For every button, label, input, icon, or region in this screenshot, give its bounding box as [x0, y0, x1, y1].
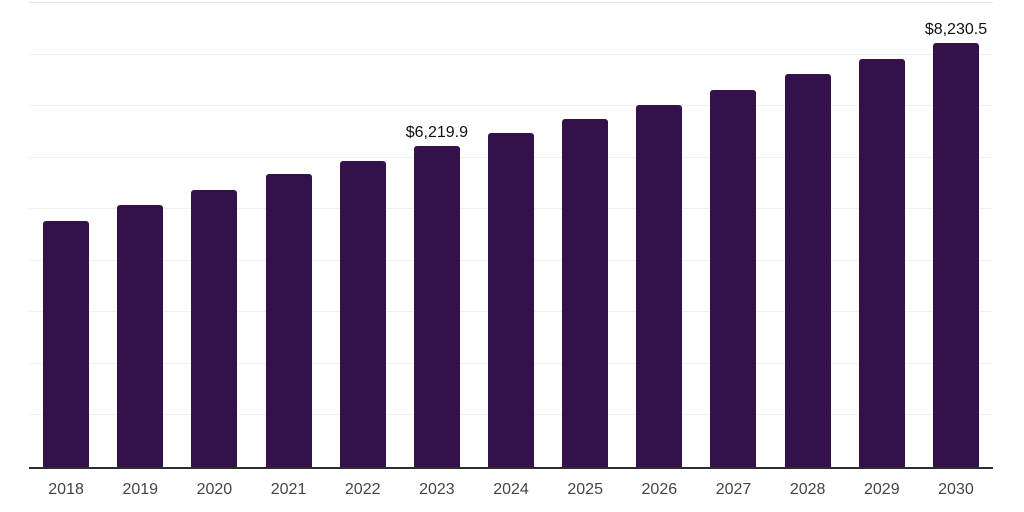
- x-tick-2029: 2029: [864, 481, 900, 498]
- bar-2022[interactable]: [339, 161, 386, 467]
- x-tick-2020: 2020: [196, 481, 233, 498]
- plot-area: $6,219.9 $8,230.5: [29, 2, 993, 469]
- bar-2023[interactable]: [413, 146, 460, 467]
- x-tick-2024: 2024: [493, 481, 529, 498]
- bar-band-2027: [696, 3, 770, 467]
- bar-2026[interactable]: [636, 105, 683, 467]
- bar-band-2024: [474, 3, 548, 467]
- bar-2019[interactable]: [117, 204, 164, 467]
- bar-band-2026: [622, 3, 696, 467]
- gridline-8000: [29, 53, 993, 55]
- bar-2020[interactable]: [191, 190, 238, 467]
- bar-band-2019: [103, 3, 177, 467]
- bar-2025[interactable]: [562, 119, 609, 467]
- bar-band-2030: $8,230.5: [919, 3, 993, 467]
- bar-band-2023: $6,219.9: [400, 3, 474, 467]
- bar-2027[interactable]: [710, 90, 757, 467]
- x-tick-2025: 2025: [567, 481, 603, 498]
- x-tick-2026: 2026: [641, 481, 678, 498]
- bar-band-2018: [29, 3, 103, 467]
- bar-band-2020: [177, 3, 251, 467]
- bar-value-label-2030: $8,230.5: [924, 20, 988, 38]
- bar-band-2022: [326, 3, 400, 467]
- bar-2030[interactable]: [932, 42, 979, 467]
- bar-2024[interactable]: [488, 133, 535, 467]
- x-tick-2023: 2023: [419, 481, 455, 498]
- x-tick-2030: 2030: [938, 481, 974, 498]
- bar-value-label-2023: $6,219.9: [405, 124, 468, 142]
- bars-row: $6,219.9 $8,230.5: [29, 3, 993, 467]
- x-tick-2028: 2028: [789, 481, 826, 498]
- bar-2018[interactable]: [43, 220, 90, 467]
- bar-band-2025: [548, 3, 622, 467]
- x-tick-2022: 2022: [344, 481, 381, 498]
- bar-band-2028: [771, 3, 845, 467]
- bar-2021[interactable]: [265, 174, 312, 467]
- bar-2029[interactable]: [858, 58, 905, 467]
- x-tick-2019: 2019: [122, 481, 159, 498]
- bar-2028[interactable]: [784, 73, 831, 467]
- x-axis-line: [29, 467, 993, 469]
- x-axis-tick-labels: 2018 2019 2020 2021 2022 2023 2024 2025 2026 2027…: [29, 481, 993, 499]
- x-tick-2018: 2018: [48, 481, 84, 498]
- x-tick-2021: 2021: [270, 481, 307, 498]
- gridline-7000: [29, 105, 993, 107]
- bar-band-2021: [251, 3, 325, 467]
- bar-band-2029: [845, 3, 919, 467]
- gridline-9000: [29, 2, 993, 3]
- x-tick-2027: 2027: [715, 481, 752, 498]
